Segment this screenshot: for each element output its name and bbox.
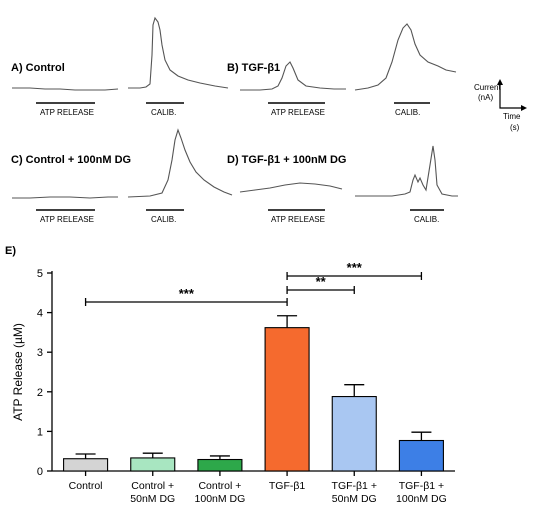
panel-d-label: D) TGF-β1 + 100nM DG — [227, 154, 346, 166]
panel-c-calib-trace — [127, 128, 233, 198]
panel-d-atp-trace — [239, 182, 343, 193]
panel-a-label: A) Control — [11, 62, 65, 74]
x-tick-label: Control + — [131, 480, 174, 492]
axes-key-arrow-right — [521, 105, 527, 111]
x-tick-label: 50nM DG — [130, 493, 175, 505]
panel-a-calib-label: CALIB. — [151, 108, 176, 117]
bar — [264, 327, 310, 472]
x-tick-label: Control — [69, 480, 103, 492]
panel-c-atp-label: ATP RELEASE — [40, 215, 94, 224]
time-axis-label: Time — [503, 112, 521, 121]
y-tick-label: 4 — [37, 308, 43, 320]
panel-b-calib-trace — [354, 23, 457, 91]
bar — [398, 439, 444, 472]
x-tick-label: 100nM DG — [195, 493, 246, 505]
current-axis-unit: (nA) — [478, 93, 493, 102]
bar — [63, 458, 109, 472]
x-tick-label: 100nM DG — [396, 493, 447, 505]
x-tick-label: TGF-β1 + — [399, 480, 444, 492]
panel-b-calib-label: CALIB. — [395, 108, 420, 117]
panel-a-atp-trace — [12, 87, 119, 91]
panel-c-calib-label: CALIB. — [151, 215, 176, 224]
axes-key-lines — [499, 82, 524, 109]
x-tick-label: TGF-β1 + — [332, 480, 377, 492]
panel-e-label: E) — [5, 245, 16, 257]
x-tick-label: TGF-β1 — [269, 480, 306, 492]
y-tick-label: 2 — [37, 387, 43, 399]
panel-c-label: C) Control + 100nM DG — [11, 154, 131, 166]
y-tick-label: 3 — [37, 347, 43, 359]
panel-d-atp-label: ATP RELEASE — [271, 215, 325, 224]
time-axis-unit: (s) — [510, 123, 520, 132]
bar — [130, 457, 176, 472]
significance-label: *** — [179, 286, 195, 301]
significance-label: ** — [316, 274, 327, 289]
panel-c-atp-trace — [12, 196, 118, 199]
panel-a-calib-trace — [128, 16, 229, 89]
panel-b-label: B) TGF-β1 — [227, 62, 280, 74]
bar — [331, 396, 377, 472]
panel-d-calib-trace — [355, 145, 458, 197]
y-axis-label: ATP Release (µM) — [11, 323, 25, 421]
panel-d-calib-label: CALIB. — [414, 215, 439, 224]
axes-key-arrow-up — [497, 79, 503, 85]
panel-b-atp-trace — [240, 61, 346, 91]
y-tick-label: 5 — [37, 268, 43, 280]
y-tick-label: 1 — [37, 426, 43, 438]
significance-label: *** — [347, 260, 363, 275]
x-tick-label: 50nM DG — [332, 493, 377, 505]
y-tick-label: 0 — [37, 466, 43, 478]
current-axis-label: Current — [474, 83, 501, 92]
bar — [197, 458, 243, 472]
panel-a-atp-label: ATP RELEASE — [40, 108, 94, 117]
panel-b-atp-label: ATP RELEASE — [271, 108, 325, 117]
x-tick-label: Control + — [198, 480, 241, 492]
